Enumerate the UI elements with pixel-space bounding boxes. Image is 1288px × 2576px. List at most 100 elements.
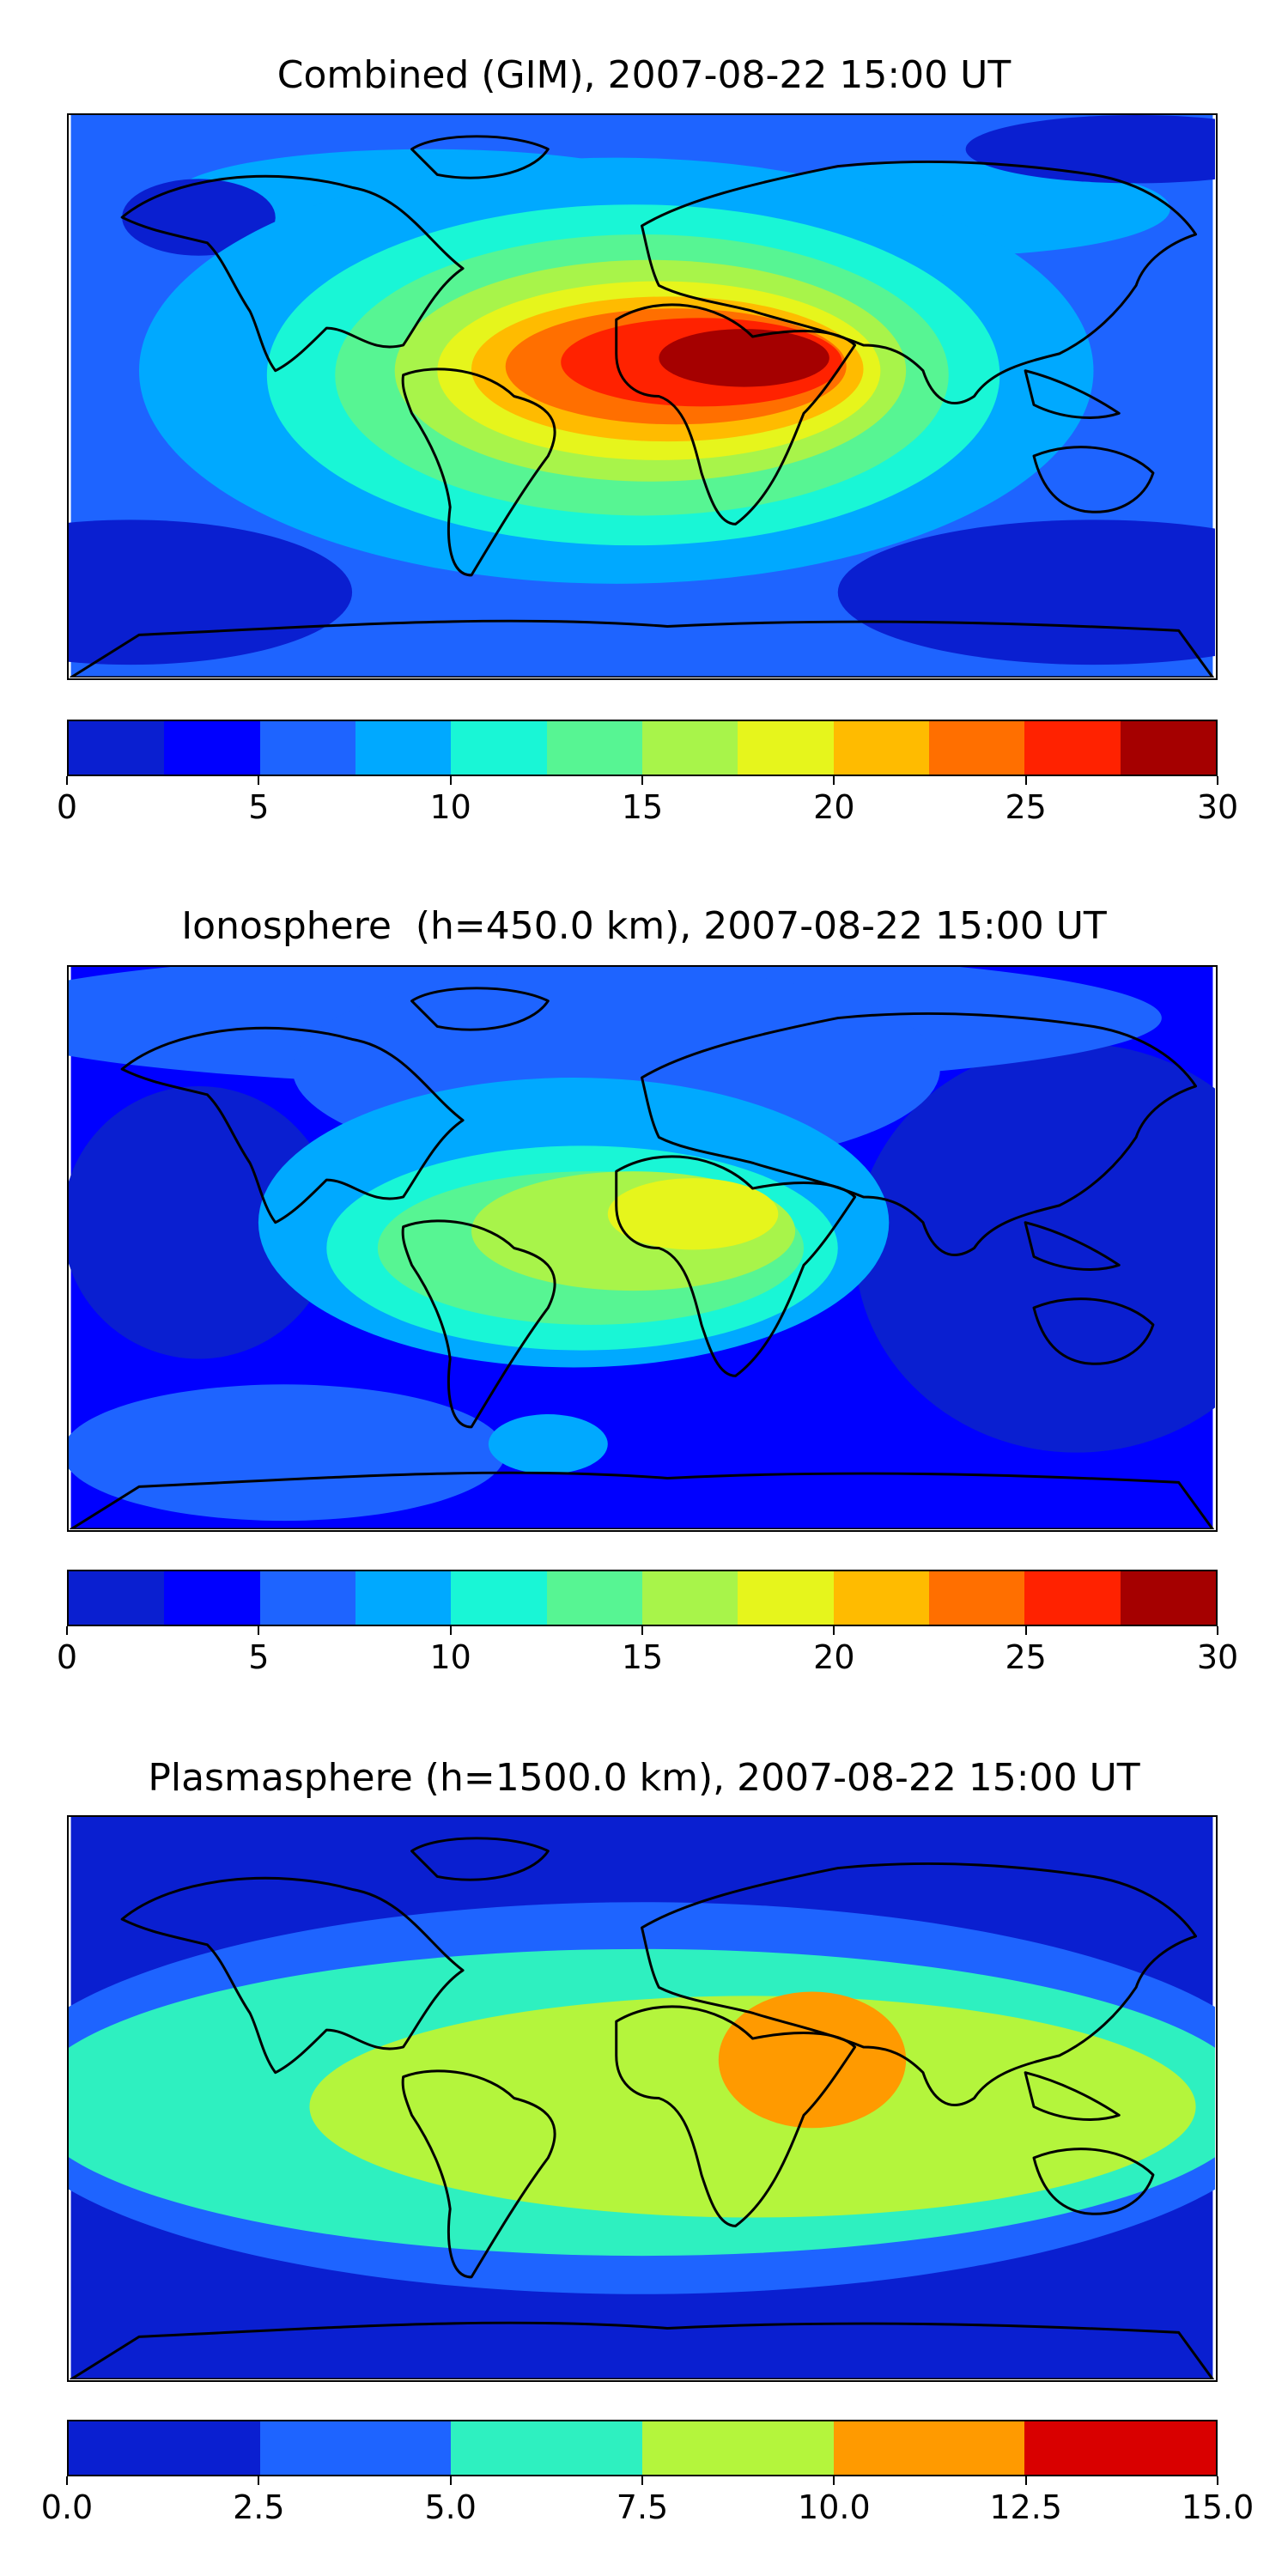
coastline-outline	[401, 1219, 556, 1429]
panel-title-combined: Combined (GIM), 2007-08-22 15:00 UT	[276, 53, 1012, 97]
map-combined	[67, 113, 1218, 680]
colorbar-tick	[641, 1626, 643, 1635]
colorbar-segment	[164, 1571, 260, 1625]
colorbar-tick-label: 10	[429, 1638, 471, 1676]
coastline-outline	[615, 303, 857, 526]
colorbar-segment	[164, 721, 260, 775]
colorbar-tick	[449, 776, 452, 785]
coastline-outline	[120, 174, 465, 373]
colorbar-tick-label: 10	[429, 788, 471, 826]
coastline-outline	[1024, 369, 1121, 419]
contour-band	[488, 1414, 608, 1474]
colorbar-tick-label: 5	[248, 1638, 270, 1676]
colorbar-tick	[1217, 1626, 1218, 1635]
colorbar-tick-label: 20	[813, 788, 855, 826]
colorbar-tick	[258, 2476, 260, 2485]
colorbar-tick-label: 15	[621, 788, 664, 826]
colorbar-segment	[355, 1571, 452, 1625]
panel-title-ionosphere: Ionosphere (h=450.0 km), 2007-08-22 15:0…	[181, 904, 1107, 948]
colorbar-segment	[259, 2421, 452, 2475]
colorbar-tick-label: 12.5	[989, 2488, 1062, 2526]
contour-band	[718, 1991, 907, 2129]
colorbar-tick	[449, 2476, 452, 2485]
colorbar-segment	[1024, 2421, 1217, 2475]
colorbar-segment	[451, 2421, 643, 2475]
coastline-outline	[641, 160, 1198, 404]
colorbar-tick	[66, 776, 68, 785]
map-plasmasphere	[67, 1815, 1218, 2382]
colorbar-tick-label: 7.5	[616, 2488, 669, 2526]
colorbar-segment	[928, 1571, 1025, 1625]
colorbar-tick	[833, 1626, 835, 1635]
colorbar-segment	[928, 721, 1025, 775]
coastline-outline	[1024, 1221, 1121, 1271]
colorbar-tick-label: 10.0	[798, 2488, 871, 2526]
coastline-outline	[641, 1862, 1198, 2106]
coastline-outline	[70, 2321, 1214, 2379]
colorbar-tick	[1024, 776, 1027, 785]
colorbar-tick	[449, 1626, 452, 1635]
coastline-outline	[641, 1012, 1198, 1256]
colorbar-segment	[546, 721, 642, 775]
coastline-outline	[120, 1876, 465, 2075]
colorbar-ionosphere	[67, 1570, 1218, 1626]
contour-map-combined	[69, 115, 1215, 677]
contour-band	[607, 1178, 779, 1250]
coastline-outline	[120, 1026, 465, 1224]
colorbar-segment	[642, 2421, 834, 2475]
coastline-outline	[1032, 2148, 1155, 2215]
coastline-outline	[70, 1471, 1214, 1529]
colorbar-segment	[833, 1571, 929, 1625]
coastline-outline	[615, 2005, 857, 2227]
colorbar-segment	[641, 721, 738, 775]
colorbar-tick	[66, 2476, 68, 2485]
colorbar-tick	[1217, 776, 1218, 785]
colorbar-tick-label: 0	[56, 788, 78, 826]
colorbar-tick-label: 30	[1196, 1638, 1239, 1676]
colorbar-segment	[451, 1571, 547, 1625]
colorbar-tick	[66, 1626, 68, 1635]
colorbar-tick	[833, 2476, 835, 2485]
colorbar-tick	[258, 776, 260, 785]
panel-title-plasmasphere: Plasmasphere (h=1500.0 km), 2007-08-22 1…	[148, 1756, 1140, 1800]
colorbar-tick-label: 25	[1005, 788, 1047, 826]
map-ionosphere	[67, 965, 1218, 1532]
colorbar-segment	[259, 1571, 355, 1625]
coastline-outline	[410, 987, 550, 1031]
colorbar-tick-label: 25	[1005, 1638, 1047, 1676]
colorbar-combined	[67, 720, 1218, 776]
colorbar-segment	[1120, 1571, 1216, 1625]
contour-map-plasmasphere	[69, 1817, 1215, 2379]
colorbar-plasmasphere	[67, 2420, 1218, 2476]
colorbar-tick	[1024, 2476, 1027, 2485]
colorbar-tick-label: 2.5	[233, 2488, 285, 2526]
colorbar-segment	[69, 1571, 165, 1625]
colorbar-segment	[1024, 721, 1121, 775]
colorbar-segment	[833, 721, 929, 775]
contour-band	[69, 1384, 506, 1522]
colorbar-tick	[258, 1626, 260, 1635]
coastline-outline	[401, 2069, 556, 2279]
colorbar-segment	[355, 721, 452, 775]
colorbar-segment	[69, 2421, 260, 2475]
colorbar-tick-label: 0	[56, 1638, 78, 1676]
colorbar-tick	[641, 2476, 643, 2485]
colorbar-segment	[451, 721, 547, 775]
colorbar-segment	[1024, 1571, 1121, 1625]
colorbar-segment	[1120, 721, 1216, 775]
colorbar-tick-label: 20	[813, 1638, 855, 1676]
colorbar-segment	[259, 721, 355, 775]
colorbar-segment	[738, 721, 834, 775]
coastline-outline	[1032, 446, 1155, 513]
colorbar-tick	[641, 776, 643, 785]
colorbar-tick	[1024, 1626, 1027, 1635]
coastline-outline	[1024, 2071, 1121, 2121]
coastline-outline	[410, 1837, 550, 1881]
colorbar-tick	[1217, 2476, 1218, 2485]
colorbar-tick-label: 0.0	[40, 2488, 94, 2526]
colorbar-tick	[833, 776, 835, 785]
coastline-outline	[401, 368, 556, 577]
contour-band	[122, 179, 276, 256]
contour-band	[69, 1085, 336, 1359]
